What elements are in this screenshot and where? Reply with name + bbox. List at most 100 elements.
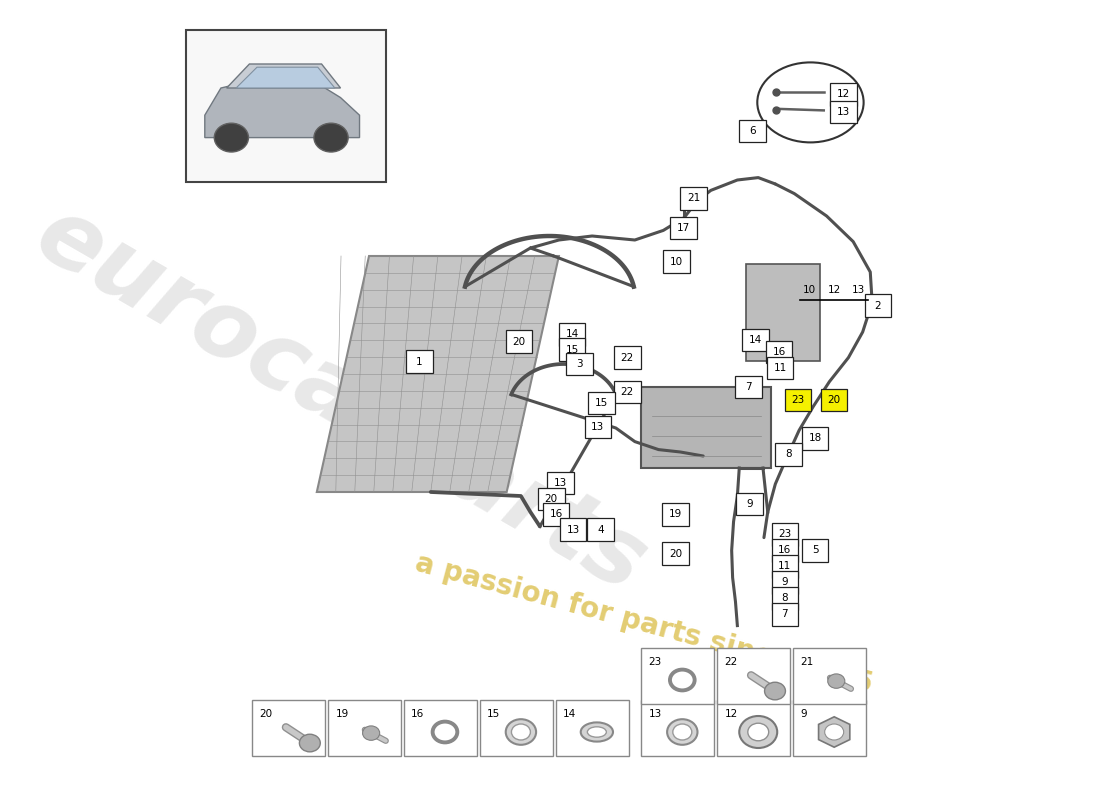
FancyBboxPatch shape: [746, 264, 820, 361]
Text: 22: 22: [620, 353, 634, 362]
FancyBboxPatch shape: [542, 503, 570, 526]
FancyBboxPatch shape: [662, 542, 689, 565]
Circle shape: [673, 724, 692, 740]
FancyBboxPatch shape: [406, 350, 432, 373]
Text: 5: 5: [812, 546, 818, 555]
Text: 20: 20: [827, 395, 840, 405]
Circle shape: [827, 674, 845, 688]
Text: 7: 7: [781, 610, 788, 619]
Circle shape: [512, 724, 530, 740]
FancyBboxPatch shape: [821, 389, 847, 411]
FancyBboxPatch shape: [566, 353, 593, 375]
Text: 13: 13: [649, 709, 662, 719]
Circle shape: [764, 682, 785, 700]
FancyBboxPatch shape: [771, 523, 799, 546]
Text: 9: 9: [781, 578, 788, 587]
FancyBboxPatch shape: [641, 387, 771, 468]
Text: 21: 21: [688, 194, 701, 203]
Text: 20: 20: [513, 337, 526, 346]
Text: 22: 22: [725, 658, 738, 667]
FancyBboxPatch shape: [663, 250, 690, 273]
Text: 20: 20: [544, 494, 558, 504]
FancyBboxPatch shape: [559, 323, 585, 346]
FancyBboxPatch shape: [506, 330, 532, 353]
Text: 7: 7: [746, 382, 752, 392]
Text: 16: 16: [411, 709, 425, 719]
Text: 13: 13: [837, 107, 850, 117]
FancyBboxPatch shape: [538, 488, 564, 510]
Circle shape: [739, 716, 778, 748]
FancyBboxPatch shape: [681, 187, 707, 210]
Circle shape: [825, 724, 844, 740]
Polygon shape: [205, 80, 360, 138]
FancyBboxPatch shape: [793, 701, 866, 755]
Text: 14: 14: [563, 709, 576, 719]
Text: 4: 4: [597, 525, 604, 534]
Ellipse shape: [587, 726, 606, 738]
FancyBboxPatch shape: [670, 217, 696, 239]
FancyBboxPatch shape: [771, 539, 799, 562]
Text: 15: 15: [595, 398, 608, 408]
Text: 13: 13: [566, 525, 580, 534]
Circle shape: [363, 726, 379, 740]
FancyBboxPatch shape: [587, 518, 614, 541]
Text: 12: 12: [725, 709, 738, 719]
Text: 10: 10: [803, 285, 816, 294]
Polygon shape: [317, 256, 559, 492]
Text: eurocarparts: eurocarparts: [20, 188, 662, 612]
Text: 16: 16: [772, 347, 785, 357]
Text: 20: 20: [260, 709, 273, 719]
Text: 23: 23: [778, 530, 792, 539]
Text: 16: 16: [549, 510, 563, 519]
FancyBboxPatch shape: [802, 427, 828, 450]
FancyBboxPatch shape: [784, 389, 812, 411]
Text: 13: 13: [852, 285, 866, 294]
Text: 10: 10: [670, 257, 683, 266]
Text: 23: 23: [792, 395, 805, 405]
FancyBboxPatch shape: [771, 603, 799, 626]
Text: 17: 17: [676, 223, 690, 233]
FancyBboxPatch shape: [830, 101, 857, 123]
Text: 11: 11: [778, 562, 792, 571]
FancyBboxPatch shape: [588, 392, 615, 414]
Circle shape: [748, 723, 769, 741]
FancyBboxPatch shape: [641, 648, 714, 704]
FancyBboxPatch shape: [186, 30, 386, 182]
Text: 2: 2: [874, 301, 881, 310]
Circle shape: [314, 123, 348, 152]
Text: 15: 15: [487, 709, 500, 719]
FancyBboxPatch shape: [614, 346, 640, 369]
Polygon shape: [236, 67, 334, 88]
Text: 8: 8: [785, 450, 792, 459]
Circle shape: [667, 719, 697, 745]
Text: 14: 14: [565, 330, 579, 339]
Text: 13: 13: [554, 478, 568, 488]
FancyBboxPatch shape: [252, 701, 324, 755]
Text: 19: 19: [669, 510, 682, 519]
FancyBboxPatch shape: [584, 416, 612, 438]
FancyBboxPatch shape: [717, 648, 790, 704]
Ellipse shape: [581, 722, 613, 742]
Polygon shape: [818, 717, 850, 747]
FancyBboxPatch shape: [766, 341, 792, 363]
FancyBboxPatch shape: [480, 701, 552, 755]
Text: 13: 13: [591, 422, 604, 432]
Text: 12: 12: [827, 285, 840, 294]
FancyBboxPatch shape: [614, 381, 640, 403]
Text: 11: 11: [773, 363, 786, 373]
FancyBboxPatch shape: [736, 493, 763, 515]
FancyBboxPatch shape: [559, 338, 585, 361]
FancyBboxPatch shape: [742, 329, 769, 351]
FancyBboxPatch shape: [717, 701, 790, 755]
Text: 9: 9: [801, 709, 807, 719]
Text: 19: 19: [336, 709, 349, 719]
Text: 22: 22: [620, 387, 634, 397]
Circle shape: [299, 734, 320, 752]
Text: 3: 3: [576, 359, 583, 369]
FancyBboxPatch shape: [771, 571, 799, 594]
FancyBboxPatch shape: [548, 472, 574, 494]
Circle shape: [214, 123, 249, 152]
FancyBboxPatch shape: [830, 83, 857, 106]
Text: 9: 9: [747, 499, 754, 509]
Text: 14: 14: [749, 335, 762, 345]
